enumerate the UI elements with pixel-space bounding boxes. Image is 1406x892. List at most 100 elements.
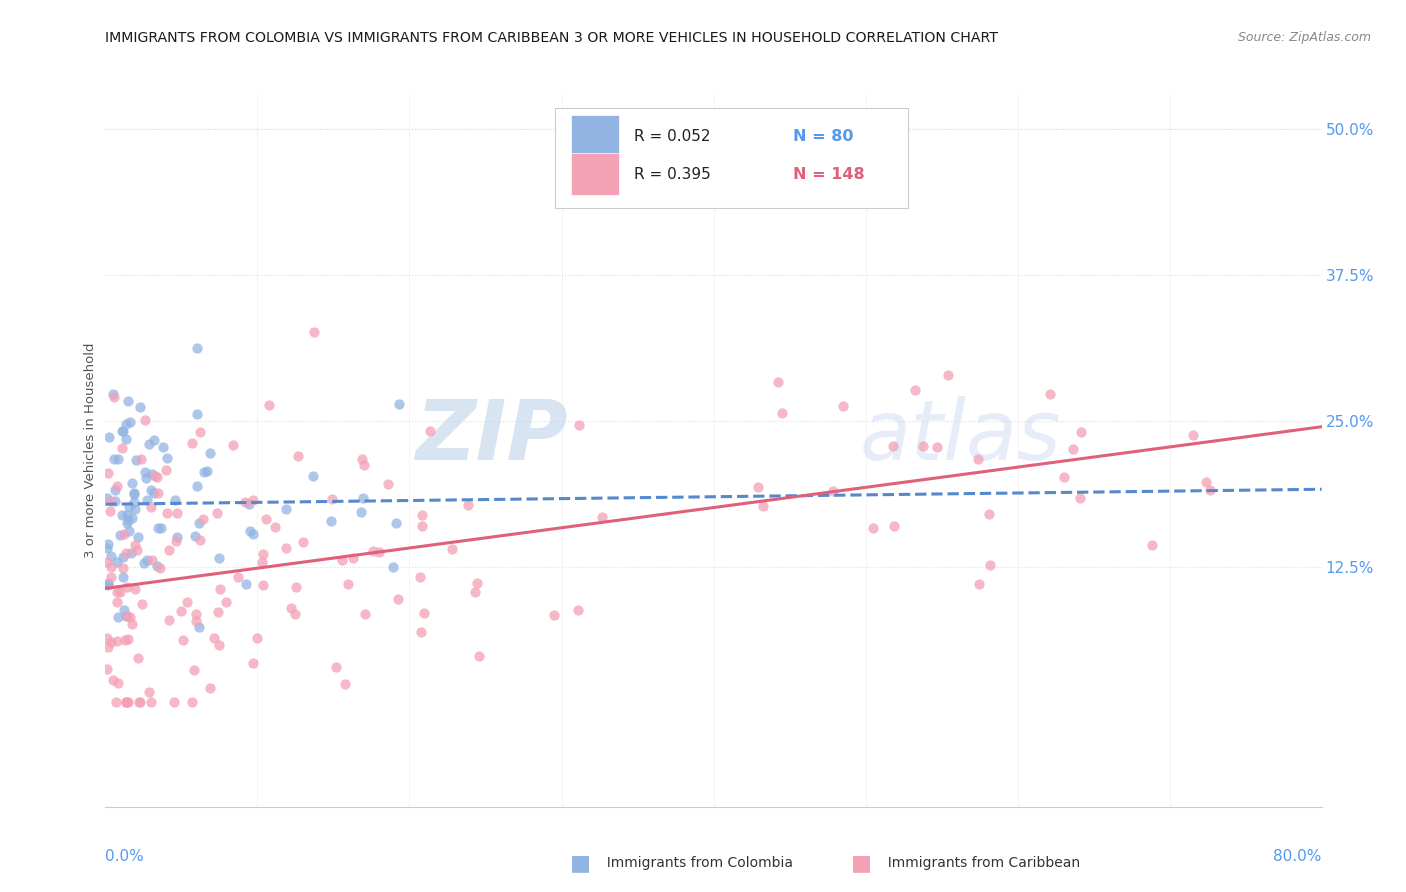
Point <box>188 425 211 439</box>
Text: Source: ZipAtlas.com: Source: ZipAtlas.com <box>1237 31 1371 45</box>
Point <box>325 660 347 674</box>
Point <box>107 452 129 467</box>
Point <box>235 577 257 591</box>
Point <box>108 528 131 542</box>
Point <box>409 570 432 584</box>
Point <box>387 592 409 607</box>
Point <box>100 493 122 508</box>
Point <box>381 559 404 574</box>
Point <box>131 597 153 611</box>
Point <box>121 616 143 631</box>
Text: R = 0.052: R = 0.052 <box>634 129 711 144</box>
Point <box>925 440 948 454</box>
Point <box>468 649 491 664</box>
Point <box>1062 442 1084 456</box>
Point <box>361 544 384 558</box>
Point <box>156 506 179 520</box>
Point <box>100 549 122 563</box>
Point <box>112 550 135 565</box>
Point <box>302 468 325 483</box>
Point <box>191 512 214 526</box>
Point <box>157 613 180 627</box>
Point <box>128 695 150 709</box>
Point <box>274 501 297 516</box>
Point <box>257 398 280 412</box>
Point <box>1039 387 1062 401</box>
Point <box>1195 475 1218 490</box>
Point <box>112 570 135 584</box>
Point <box>134 466 156 480</box>
Point <box>152 440 174 454</box>
Point <box>591 510 613 524</box>
Point <box>100 570 122 584</box>
Point <box>350 452 373 467</box>
Point <box>1182 428 1205 442</box>
Point <box>129 695 152 709</box>
Point <box>103 673 125 687</box>
Point <box>215 595 238 609</box>
Point <box>186 479 208 493</box>
Point <box>330 553 353 567</box>
Point <box>141 553 163 567</box>
Point <box>107 675 129 690</box>
Point <box>146 558 169 573</box>
Point <box>821 483 844 498</box>
Point <box>302 325 325 339</box>
Point <box>184 529 207 543</box>
Text: IMMIGRANTS FROM COLOMBIA VS IMMIGRANTS FROM CARIBBEAN 3 OR MORE VEHICLES IN HOUS: IMMIGRANTS FROM COLOMBIA VS IMMIGRANTS F… <box>105 31 998 45</box>
Point <box>285 580 308 594</box>
Point <box>100 559 122 574</box>
Point <box>115 508 138 522</box>
Point <box>242 527 264 541</box>
Point <box>193 465 215 479</box>
Point <box>148 561 170 575</box>
Point <box>264 519 287 533</box>
Point <box>207 605 229 619</box>
Point <box>114 632 136 647</box>
Point <box>242 493 264 508</box>
Point <box>350 505 373 519</box>
Point <box>110 442 132 456</box>
Point <box>181 436 204 450</box>
Point <box>117 513 139 527</box>
Point <box>138 685 160 699</box>
Point <box>233 495 256 509</box>
Point <box>464 585 486 599</box>
Point <box>127 650 149 665</box>
Point <box>98 504 121 518</box>
Point <box>112 603 135 617</box>
Point <box>117 695 139 709</box>
Point <box>184 607 207 622</box>
Point <box>977 507 1000 521</box>
Point <box>115 695 138 709</box>
Point <box>135 471 157 485</box>
Point <box>103 391 125 405</box>
Point <box>1053 470 1076 484</box>
Point <box>129 451 152 466</box>
Point <box>122 485 145 500</box>
Point <box>103 494 125 508</box>
Point <box>111 424 134 438</box>
Point <box>183 663 205 677</box>
Point <box>114 432 136 446</box>
Point <box>188 516 211 530</box>
Point <box>166 507 188 521</box>
Point <box>321 491 343 506</box>
Point <box>207 506 229 520</box>
Point <box>139 483 162 497</box>
Point <box>141 467 163 481</box>
Point <box>195 464 218 478</box>
Point <box>966 451 988 466</box>
Point <box>252 547 274 561</box>
Point <box>120 415 142 429</box>
Point <box>250 556 273 570</box>
Text: N = 80: N = 80 <box>793 129 853 144</box>
Point <box>239 524 262 538</box>
Point <box>129 400 152 414</box>
Point <box>1199 483 1222 497</box>
Point <box>238 497 260 511</box>
Point <box>352 491 374 506</box>
Point <box>124 453 146 467</box>
Point <box>226 570 249 584</box>
Text: N = 148: N = 148 <box>793 167 865 182</box>
